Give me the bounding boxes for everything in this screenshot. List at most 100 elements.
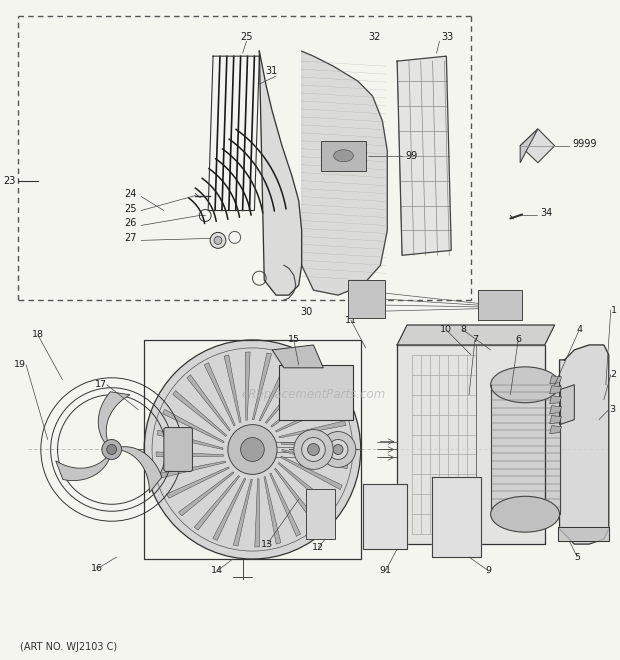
Circle shape <box>107 445 117 455</box>
Polygon shape <box>156 452 224 457</box>
Text: 6: 6 <box>515 335 521 345</box>
Polygon shape <box>282 449 348 469</box>
Text: 14: 14 <box>211 566 223 576</box>
Text: 27: 27 <box>124 234 136 244</box>
Text: 34: 34 <box>540 209 552 218</box>
Text: 19: 19 <box>14 360 26 370</box>
Text: 3: 3 <box>609 405 615 414</box>
Polygon shape <box>432 477 480 557</box>
Text: 18: 18 <box>32 331 44 339</box>
Polygon shape <box>99 392 130 444</box>
Polygon shape <box>213 478 246 541</box>
Text: 25: 25 <box>124 203 136 214</box>
Text: 9999: 9999 <box>572 139 597 148</box>
Text: 1: 1 <box>611 306 617 315</box>
Text: 15: 15 <box>288 335 300 345</box>
Text: 25: 25 <box>241 32 253 42</box>
Text: 9: 9 <box>485 566 492 576</box>
Polygon shape <box>278 463 332 508</box>
Polygon shape <box>264 477 281 544</box>
Text: 5: 5 <box>574 552 580 562</box>
Polygon shape <box>224 355 241 422</box>
Polygon shape <box>560 345 609 544</box>
Circle shape <box>228 424 277 475</box>
Polygon shape <box>119 447 162 493</box>
FancyBboxPatch shape <box>164 428 192 471</box>
Circle shape <box>321 432 356 467</box>
Circle shape <box>214 236 222 244</box>
FancyBboxPatch shape <box>321 141 366 171</box>
Polygon shape <box>520 129 555 163</box>
Text: 8: 8 <box>460 325 466 335</box>
Circle shape <box>102 440 122 459</box>
Polygon shape <box>187 375 230 431</box>
Polygon shape <box>259 51 302 295</box>
Polygon shape <box>281 456 342 490</box>
FancyBboxPatch shape <box>478 290 522 320</box>
Polygon shape <box>302 51 388 295</box>
Polygon shape <box>279 421 346 438</box>
Text: 12: 12 <box>312 543 324 552</box>
Polygon shape <box>397 56 451 255</box>
Text: (ART NO. WJ2103 C): (ART NO. WJ2103 C) <box>20 642 117 651</box>
Text: 33: 33 <box>441 32 454 42</box>
Circle shape <box>302 438 326 461</box>
Polygon shape <box>271 383 326 427</box>
Polygon shape <box>520 129 538 163</box>
Ellipse shape <box>334 150 353 162</box>
Ellipse shape <box>490 496 560 532</box>
Polygon shape <box>560 385 574 424</box>
Text: 30: 30 <box>301 307 312 317</box>
Polygon shape <box>281 442 349 447</box>
Polygon shape <box>179 472 234 516</box>
Polygon shape <box>397 345 545 544</box>
Text: 24: 24 <box>124 189 136 199</box>
Polygon shape <box>550 416 562 424</box>
Text: 10: 10 <box>440 325 453 335</box>
Polygon shape <box>255 478 260 547</box>
Polygon shape <box>173 391 226 436</box>
Polygon shape <box>56 456 110 480</box>
FancyBboxPatch shape <box>306 489 335 539</box>
Text: 13: 13 <box>261 540 273 548</box>
Polygon shape <box>252 353 272 420</box>
Polygon shape <box>272 345 323 368</box>
Ellipse shape <box>490 367 560 403</box>
FancyBboxPatch shape <box>348 280 385 318</box>
Polygon shape <box>275 468 318 524</box>
Polygon shape <box>270 473 301 537</box>
Text: 2: 2 <box>611 370 617 380</box>
Text: 31: 31 <box>265 66 277 76</box>
Polygon shape <box>550 385 562 394</box>
Circle shape <box>333 445 343 455</box>
Text: 26: 26 <box>124 218 136 228</box>
Text: 32: 32 <box>368 32 381 42</box>
Text: 17: 17 <box>95 380 107 389</box>
Polygon shape <box>490 385 560 514</box>
Polygon shape <box>550 406 562 414</box>
Polygon shape <box>259 358 292 420</box>
Polygon shape <box>159 461 226 478</box>
Polygon shape <box>557 527 609 541</box>
Circle shape <box>210 232 226 248</box>
Polygon shape <box>550 426 562 434</box>
Text: 7: 7 <box>472 335 478 345</box>
Text: 99: 99 <box>405 150 417 161</box>
FancyBboxPatch shape <box>279 365 353 420</box>
Text: 23: 23 <box>3 176 16 185</box>
Text: 91: 91 <box>379 566 391 576</box>
Polygon shape <box>204 362 235 426</box>
Circle shape <box>144 340 361 559</box>
Polygon shape <box>265 369 311 423</box>
Polygon shape <box>233 479 252 546</box>
Polygon shape <box>550 396 562 404</box>
Circle shape <box>328 440 348 459</box>
Polygon shape <box>363 484 407 549</box>
Polygon shape <box>157 430 223 449</box>
Circle shape <box>308 444 319 455</box>
Circle shape <box>294 430 333 469</box>
Circle shape <box>241 438 264 461</box>
Polygon shape <box>275 401 339 432</box>
Polygon shape <box>397 325 555 345</box>
Polygon shape <box>246 352 250 420</box>
